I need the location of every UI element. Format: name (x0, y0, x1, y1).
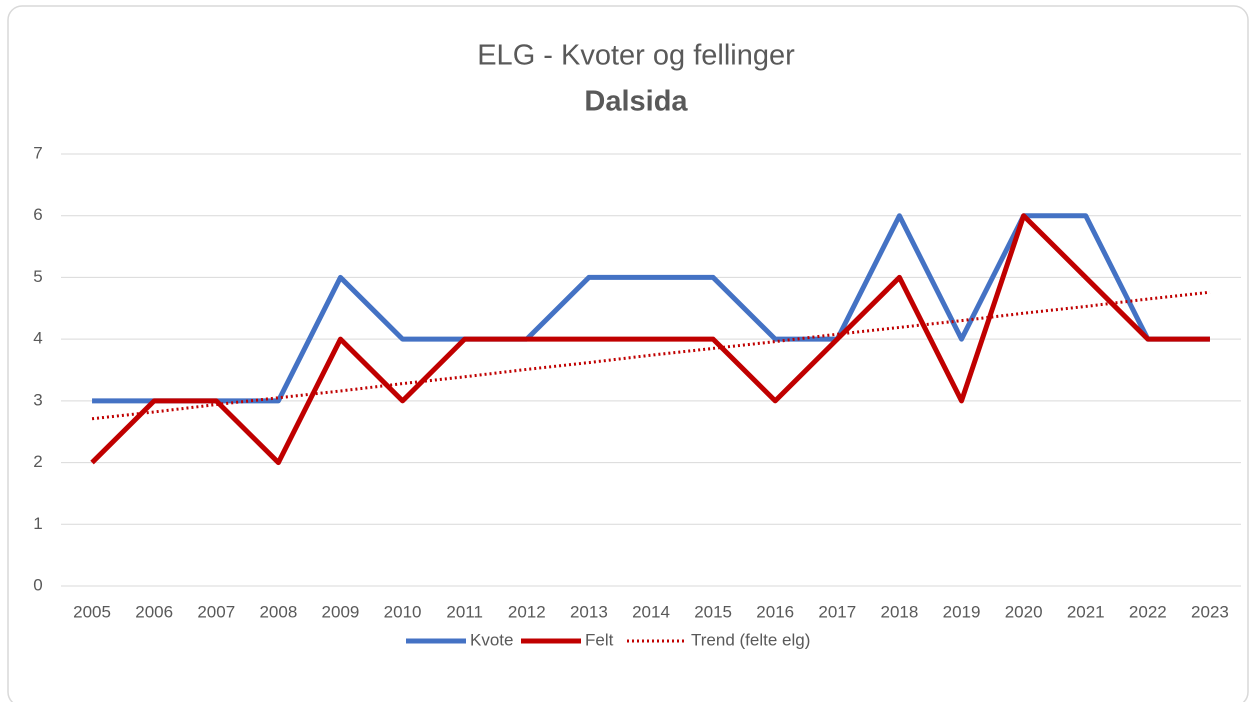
x-tick-label: 2006 (135, 602, 173, 621)
x-tick-label: 2023 (1191, 602, 1229, 621)
y-tick-label: 0 (33, 575, 42, 594)
x-tick-label: 2007 (197, 602, 235, 621)
x-tick-label: 2011 (446, 602, 483, 621)
y-tick-label: 4 (33, 329, 42, 348)
x-tick-label: 2018 (881, 602, 919, 621)
y-tick-label: 6 (33, 205, 42, 224)
legend-label: Trend (felte elg) (691, 630, 810, 649)
x-tick-label: 2017 (818, 602, 856, 621)
x-tick-label: 2019 (943, 602, 981, 621)
chart-subtitle: Dalsida (584, 86, 688, 118)
legend-label: Felt (585, 630, 614, 649)
x-tick-label: 2009 (322, 602, 360, 621)
y-tick-label: 7 (33, 143, 42, 162)
x-tick-label: 2014 (632, 602, 670, 621)
x-tick-label: 2022 (1129, 602, 1167, 621)
x-tick-label: 2005 (73, 602, 111, 621)
y-tick-label: 2 (33, 452, 42, 471)
y-tick-label: 5 (33, 267, 42, 286)
x-tick-label: 2008 (259, 602, 297, 621)
x-tick-label: 2016 (756, 602, 794, 621)
series-line (90, 213, 1210, 466)
x-tick-label: 2021 (1067, 602, 1105, 621)
x-tick-label: 2010 (384, 602, 422, 621)
legend-label: Kvote (470, 630, 513, 649)
x-tick-label: 2015 (694, 602, 732, 621)
x-tick-label: 2012 (508, 602, 546, 621)
x-tick-label: 2020 (1005, 602, 1043, 621)
x-tick-label: 2013 (570, 602, 608, 621)
chart-title: ELG - Kvoter og fellinger (477, 40, 795, 72)
y-tick-label: 3 (33, 390, 42, 409)
y-tick-label: 1 (33, 514, 42, 533)
